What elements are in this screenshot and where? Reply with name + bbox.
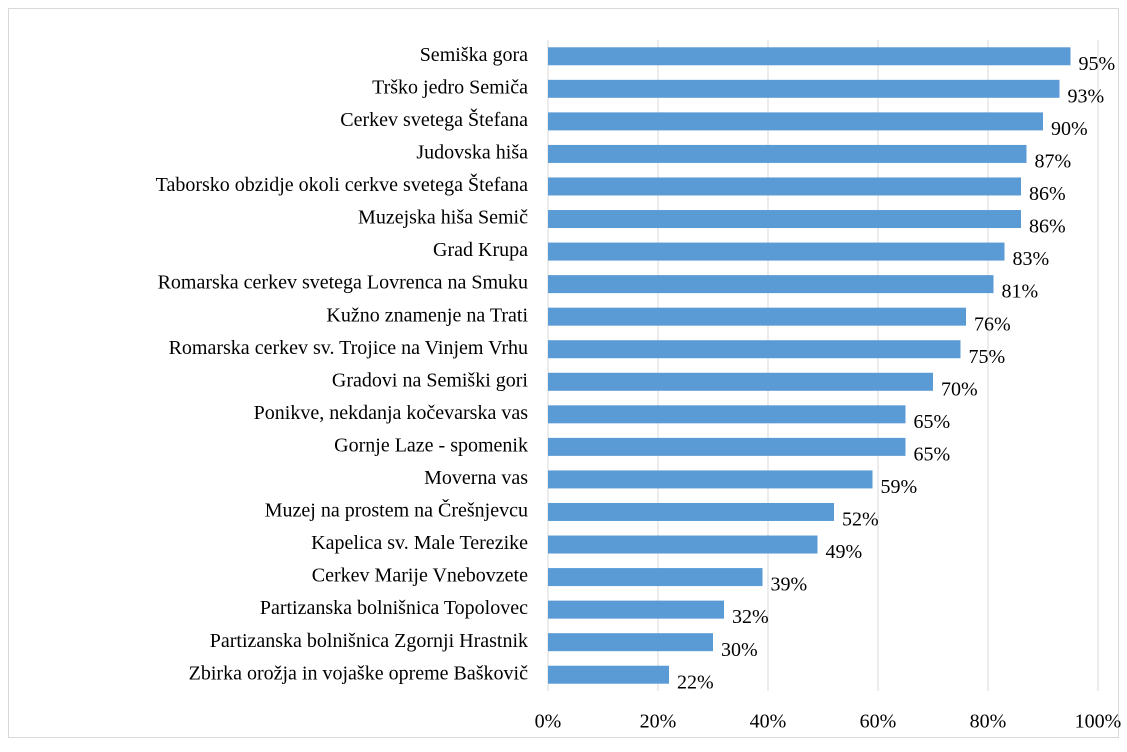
value-label: 95% xyxy=(1079,53,1116,75)
y-tick-label: Grad Krupa xyxy=(433,239,528,261)
bar xyxy=(548,405,906,424)
y-tick-label: Muzejska hiša Semič xyxy=(358,207,528,229)
bar xyxy=(548,242,1005,261)
value-label: 65% xyxy=(914,411,951,433)
value-label: 87% xyxy=(1035,151,1072,173)
y-tick-label: Romarska cerkev svetega Lovrenca na Smuk… xyxy=(158,272,528,294)
y-tick-label: Kapelica sv. Male Terezike xyxy=(311,532,528,554)
value-label: 22% xyxy=(677,671,714,693)
y-tick-label: Judovska hiša xyxy=(416,142,528,164)
bar xyxy=(548,177,1021,196)
value-label: 86% xyxy=(1029,216,1066,238)
y-tick-label: Moverna vas xyxy=(424,467,528,489)
bar xyxy=(548,568,763,587)
y-tick-label: Gradovi na Semiški gori xyxy=(332,369,529,391)
bar xyxy=(548,210,1021,229)
y-tick-label: Semiška gora xyxy=(420,44,528,66)
y-tick-label: Zbirka orožja in vojaške opreme Baškovič xyxy=(189,662,528,684)
bar xyxy=(548,79,1060,98)
x-tick-label: 80% xyxy=(970,711,1007,733)
value-label: 90% xyxy=(1051,118,1088,140)
value-label: 39% xyxy=(771,574,808,596)
bar xyxy=(548,437,906,456)
bar xyxy=(548,535,818,554)
bar xyxy=(548,112,1043,131)
value-label: 76% xyxy=(974,313,1011,335)
bar xyxy=(548,633,713,652)
value-label: 65% xyxy=(914,443,951,465)
value-label: 32% xyxy=(732,606,769,628)
bar xyxy=(548,502,834,521)
value-label: 81% xyxy=(1002,281,1039,303)
value-label: 93% xyxy=(1068,85,1105,107)
value-label: 49% xyxy=(826,541,863,563)
bar xyxy=(548,144,1027,163)
value-label: 52% xyxy=(842,509,879,531)
value-label: 83% xyxy=(1013,248,1050,270)
x-tick-label: 60% xyxy=(860,711,897,733)
bar xyxy=(548,307,966,326)
x-tick-label: 20% xyxy=(640,711,677,733)
value-label: 70% xyxy=(941,378,978,400)
x-tick-label: 100% xyxy=(1075,711,1122,733)
y-tick-label: Partizanska bolnišnica Zgornji Hrastnik xyxy=(210,630,528,652)
y-tick-label: Gornje Laze - spomenik xyxy=(334,434,528,456)
bar xyxy=(548,372,933,391)
value-label: 30% xyxy=(721,639,758,661)
y-tick-label: Trško jedro Semiča xyxy=(372,76,528,98)
y-tick-label: Partizanska bolnišnica Topolovec xyxy=(260,597,528,619)
x-tick-label: 0% xyxy=(535,711,562,733)
value-label: 86% xyxy=(1029,183,1066,205)
y-tick-label: Taborsko obzidje okoli cerkve svetega Št… xyxy=(156,172,528,196)
y-tick-label: Cerkev svetega Štefana xyxy=(340,107,528,131)
value-label: 59% xyxy=(881,476,918,498)
bar xyxy=(548,275,994,294)
x-tick-label: 40% xyxy=(750,711,787,733)
y-tick-label: Cerkev Marije Vnebovzete xyxy=(312,565,528,587)
y-tick-label: Muzej na prostem na Črešnjevcu xyxy=(265,498,528,522)
value-label: 75% xyxy=(969,346,1006,368)
bar xyxy=(548,47,1071,66)
bar xyxy=(548,470,873,489)
y-tick-label: Kužno znamenje na Trati xyxy=(326,304,528,326)
bar xyxy=(548,340,961,359)
y-tick-label: Ponikve, nekdanja kočevarska vas xyxy=(254,402,529,424)
bar xyxy=(548,600,724,619)
y-tick-label: Romarska cerkev sv. Trojice na Vinjem Vr… xyxy=(169,337,528,359)
bar xyxy=(548,665,669,684)
